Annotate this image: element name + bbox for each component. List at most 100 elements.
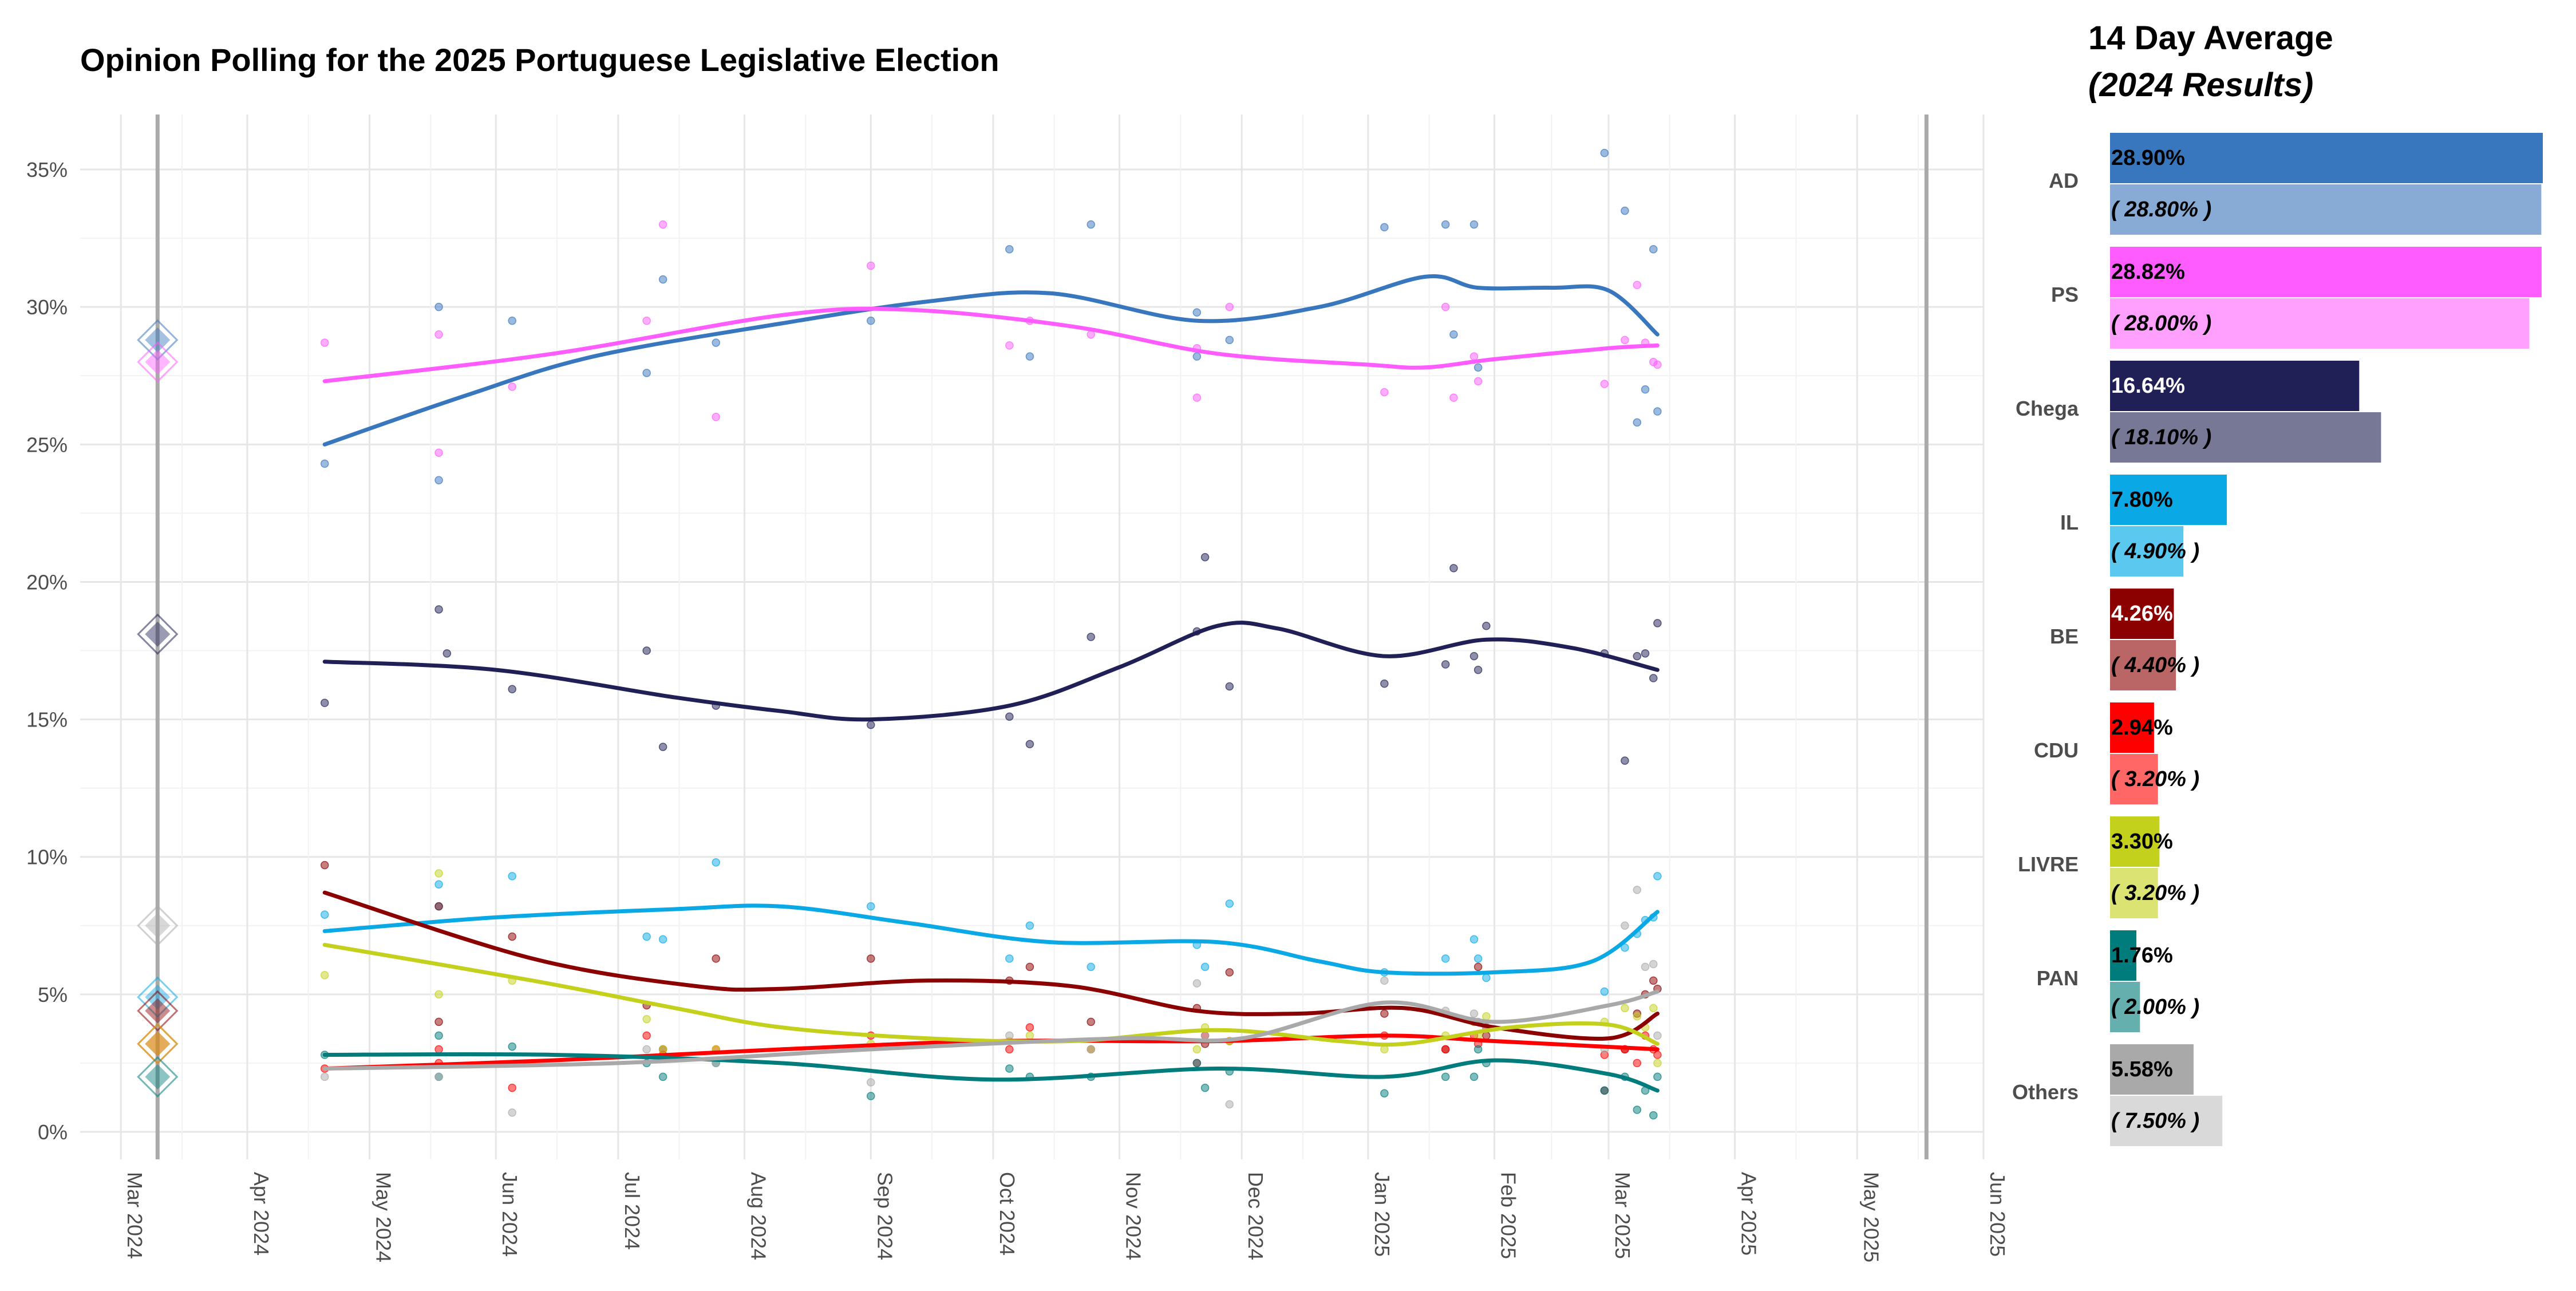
poll-point-ad	[642, 369, 651, 377]
poll-point-cdu	[1653, 1051, 1662, 1059]
poll-point-be	[867, 954, 875, 963]
bar-current-label: 3.30%	[2111, 830, 2173, 854]
x-tick-label: May 2024	[372, 1172, 396, 1262]
poll-point-livre	[1482, 1012, 1491, 1021]
poll-point-pan	[1005, 1064, 1014, 1073]
poll-point-ps	[1600, 380, 1609, 388]
poll-point-be	[1649, 976, 1658, 985]
result-diamond-fill	[145, 913, 171, 938]
poll-point-ps	[320, 338, 329, 347]
poll-point-ps	[1633, 281, 1642, 290]
bar-group-ad: AD 28.90% ( 28.80% )	[2049, 133, 2543, 235]
poll-point-ad	[1441, 220, 1450, 229]
bar-2024	[2110, 298, 2530, 349]
poll-point-ps	[1380, 388, 1389, 397]
poll-point-chega	[1005, 712, 1014, 721]
poll-point-pan	[1441, 1072, 1450, 1081]
result-diamond-ps	[137, 341, 179, 383]
poll-point-ps	[508, 382, 516, 391]
bar-category-label: BE	[2050, 625, 2079, 648]
poll-point-il	[712, 858, 720, 867]
poll-point-il	[1086, 962, 1095, 972]
trend-line-be	[322, 890, 1660, 1041]
trend-line-ad	[322, 274, 1660, 447]
bar-category-label: Others	[2012, 1080, 2079, 1104]
result-diamond-livre	[137, 1023, 179, 1065]
bar-current	[2110, 133, 2543, 183]
x-tick-label: Apr 2025	[1737, 1172, 1761, 1256]
x-tick-label: Jul 2024	[621, 1172, 644, 1250]
poll-point-ps	[1621, 335, 1629, 345]
poll-point-il	[1005, 954, 1014, 963]
bar-2024-label: ( 18.10% )	[2111, 425, 2211, 449]
result-diamond-pan	[137, 1056, 179, 1098]
result-diamond-fill	[145, 621, 171, 647]
poll-point-il	[1225, 899, 1234, 908]
x-tick-label: Jun 2025	[1986, 1172, 2009, 1257]
poll-point-ps	[658, 220, 667, 229]
poll-point-pan	[434, 1031, 443, 1040]
poll-point-others	[1641, 962, 1650, 972]
result-diamond-fill	[145, 327, 171, 353]
result-diamond-be	[137, 990, 179, 1032]
bar-category-label: PS	[2051, 283, 2079, 306]
poll-point-pan	[1192, 1059, 1202, 1068]
poll-point-cdu	[1025, 1023, 1034, 1032]
result-diamond-fill	[145, 998, 171, 1024]
bar-2024	[2110, 184, 2542, 235]
bar-2024-label: ( 28.00% )	[2111, 311, 2211, 335]
result-diamond-outline	[137, 990, 179, 1032]
poll-point-il	[1653, 872, 1662, 881]
poll-point-be	[1086, 1017, 1095, 1027]
poll-point-livre	[1025, 1031, 1034, 1040]
bar-current	[2110, 702, 2154, 753]
plot-grid	[80, 115, 1985, 1159]
poll-point-ad	[1633, 418, 1642, 427]
poll-point-ad	[434, 302, 443, 311]
x-tick-label: Sep 2024	[873, 1172, 896, 1260]
poll-point-ad	[1005, 245, 1014, 254]
poll-point-others	[1380, 976, 1389, 985]
poll-point-ps	[1473, 377, 1483, 386]
poll-point-ad	[1449, 330, 1458, 339]
bar-2024	[2110, 982, 2140, 1032]
bar-chart-title: 14 Day Average	[2088, 19, 2333, 57]
poll-point-ad	[658, 275, 667, 284]
poll-point-others	[434, 1072, 443, 1081]
bar-current	[2110, 816, 2160, 867]
poll-point-be	[1380, 1009, 1389, 1018]
result-diamonds	[137, 319, 179, 1098]
x-tick-label: Aug 2024	[747, 1172, 771, 1260]
poll-point-ad	[1653, 407, 1662, 416]
poll-point-chega	[1086, 633, 1095, 641]
poll-point-cdu	[1005, 1045, 1014, 1054]
poll-point-cdu	[1441, 1045, 1450, 1054]
y-tick-label: 35%	[26, 158, 68, 181]
poll-point-ps	[867, 261, 875, 270]
y-tick-label: 0%	[38, 1120, 68, 1144]
poll-point-others	[1621, 921, 1629, 930]
poll-point-livre	[1192, 1045, 1202, 1054]
poll-point-others	[1200, 1031, 1210, 1040]
bar-group-pan: PAN 1.76% ( 2.00% )	[2037, 930, 2199, 1032]
result-diamond-outline	[137, 905, 179, 946]
bar-current-label: 28.90%	[2111, 146, 2185, 170]
poll-point-others	[1086, 1045, 1095, 1054]
poll-point-others	[508, 1108, 516, 1117]
poll-point-be	[1225, 968, 1234, 977]
poll-point-chega	[1482, 622, 1491, 630]
x-tick-label: Oct 2024	[995, 1172, 1019, 1256]
poll-point-ps	[642, 316, 651, 325]
poll-point-ad	[1621, 206, 1629, 215]
poll-point-chega	[1653, 619, 1662, 627]
poll-point-chega	[867, 720, 875, 729]
bar-category-label: LIVRE	[2018, 852, 2079, 876]
poll-point-pan	[1649, 1111, 1658, 1120]
poll-point-ps	[1441, 302, 1450, 311]
x-tick-label: Apr 2024	[250, 1172, 273, 1256]
bar-2024	[2110, 754, 2158, 804]
poll-point-ad	[1086, 220, 1095, 229]
poll-point-livre	[434, 869, 443, 878]
poll-point-pan	[508, 1042, 516, 1051]
